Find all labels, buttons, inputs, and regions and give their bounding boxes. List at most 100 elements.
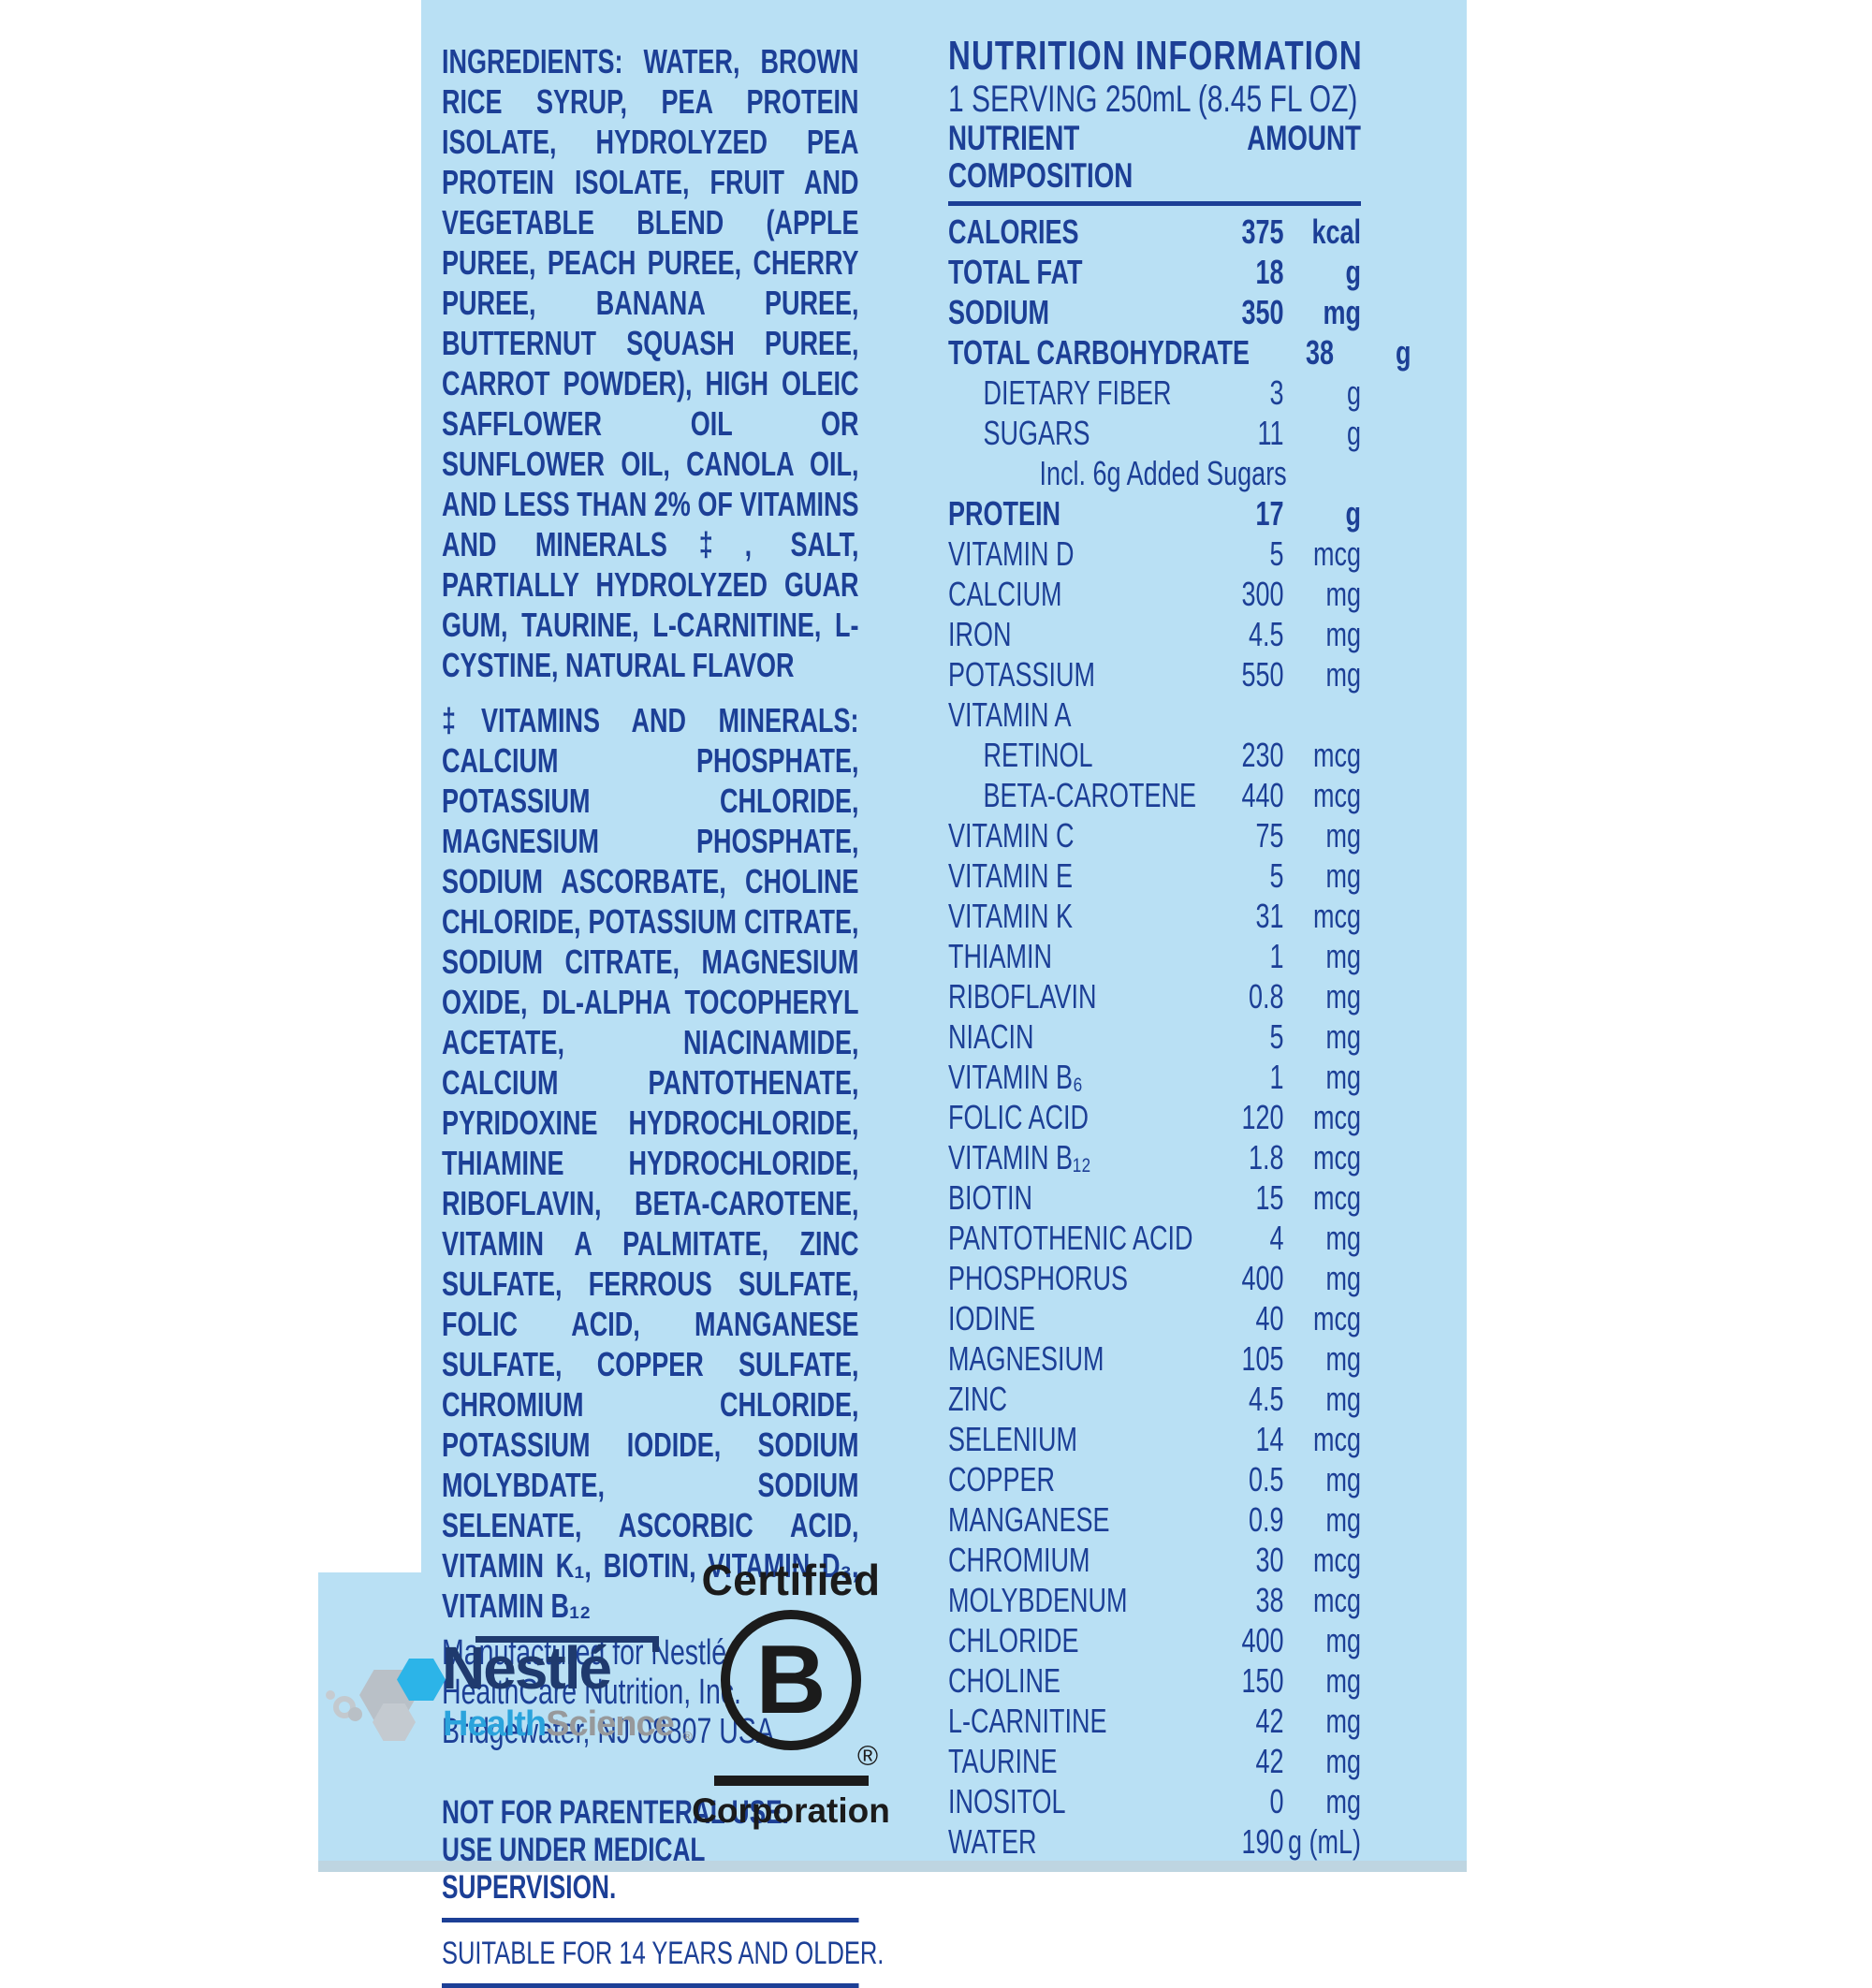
nutrient-unit: g: [1395, 333, 1411, 372]
nutrient-unit: mg: [1325, 1702, 1361, 1740]
bcorp-circle-icon: B: [721, 1610, 861, 1750]
nutrient-value: 400: [1241, 1621, 1284, 1659]
nutrient-value: 38: [1255, 1581, 1284, 1619]
divider: [442, 1918, 859, 1922]
nutrient-unit: mg: [1325, 1621, 1361, 1659]
nutrient-name: VITAMIN A: [948, 695, 1072, 734]
nutrient-name: INOSITOL: [948, 1782, 1066, 1820]
nutrient-row: CALCIUM 300 mg: [948, 574, 1361, 614]
nutrient-value: 440: [1241, 776, 1284, 814]
nutrient-value: 1: [1269, 937, 1284, 975]
nutrient-name: TOTAL CARBOHYDRATE: [948, 333, 1250, 372]
nutrient-unit: mg: [1325, 856, 1361, 895]
nutrient-value: 5: [1269, 856, 1284, 895]
registered-mark-icon: ®: [682, 1729, 692, 1744]
nutrient-row: TOTAL CARBOHYDRATE 38 g: [948, 332, 1411, 373]
nutrient-unit: mg: [1325, 977, 1361, 1016]
nutrient-unit: mcg: [1312, 534, 1361, 573]
nutrient-name: SUGARS: [983, 414, 1090, 452]
nutrient-value: 1: [1269, 1058, 1284, 1096]
nutrient-value: 350: [1241, 293, 1284, 331]
nutrient-name: SODIUM: [948, 293, 1049, 331]
science-text: Science: [546, 1704, 675, 1744]
divider: [442, 1983, 859, 1988]
nutrient-value: 31: [1255, 897, 1284, 935]
nutrient-name: NIACIN: [948, 1017, 1034, 1056]
nutrient-row: PHOSPHORUS 400 mg: [948, 1258, 1361, 1298]
nutrient-value: 190: [1241, 1822, 1284, 1861]
nutrient-row: THIAMIN 1 mg: [948, 936, 1361, 976]
nutrient-row: VITAMIN D 5 mcg: [948, 534, 1361, 574]
nutrient-name: IODINE: [948, 1299, 1036, 1338]
certified-text: Certified: [701, 1556, 881, 1604]
nutrient-row: RETINOL 230 mcg: [948, 735, 1362, 775]
nutrient-name: PROTEIN: [948, 494, 1061, 533]
nutrient-name: TOTAL FAT: [948, 253, 1083, 291]
nutrient-value: 30: [1255, 1541, 1284, 1579]
table-header: NUTRIENT COMPOSITION AMOUNT: [948, 120, 1361, 206]
nutrient-unit: mcg: [1312, 1420, 1361, 1458]
nutrient-name: BETA-CAROTENE: [983, 776, 1197, 814]
nutrient-name: RIBOFLAVIN: [948, 977, 1097, 1016]
nutrient-row: MOLYBDENUM 38 mcg: [948, 1580, 1361, 1620]
nutrient-value: 1.8: [1248, 1138, 1284, 1177]
nutrient-value: 400: [1241, 1259, 1284, 1297]
ingredients-text: INGREDIENTS: WATER, BROWN RICE SYRUP, PE…: [442, 42, 859, 684]
nutrient-value: 120: [1241, 1098, 1284, 1136]
registered-mark-icon: ®: [857, 1741, 879, 1772]
nutrient-name: PHOSPHORUS: [948, 1259, 1129, 1297]
nestle-overline-serif: [652, 1636, 659, 1652]
col-amount: AMOUNT: [1247, 119, 1361, 157]
bcorp-logo: Certified B ® Corporation: [655, 1557, 927, 1829]
nutrient-row: CALORIES 375 kcal: [948, 212, 1361, 252]
nutrient-unit: mcg: [1312, 897, 1361, 935]
nutrient-value: 300: [1241, 575, 1284, 613]
nutrient-value: 105: [1241, 1339, 1284, 1378]
nutrient-name: MOLYBDENUM: [948, 1581, 1128, 1619]
corporation-text: Corporation: [692, 1791, 890, 1830]
nutrient-value: 17: [1255, 494, 1284, 533]
nutrient-name: CHROMIUM: [948, 1541, 1090, 1579]
nutrient-unit: mg: [1325, 816, 1361, 855]
nutrient-unit: mg: [1325, 937, 1361, 975]
nutrient-name: RETINOL: [983, 736, 1093, 774]
nutrient-name: SELENIUM: [948, 1420, 1078, 1458]
nutrient-row: FOLIC ACID 120 mcg: [948, 1097, 1361, 1137]
suitability-text: SUITABLE FOR 14 YEARS AND OLDER.: [442, 1936, 885, 1971]
nutrient-unit: mcg: [1312, 736, 1361, 774]
col-nutrient-composition: NUTRIENT COMPOSITION: [948, 119, 1133, 195]
nutrient-row: VITAMIN B₆ 1 mg: [948, 1057, 1361, 1097]
warning-line: USE UNDER MEDICAL SUPERVISION.: [442, 1832, 706, 1906]
nutrient-name: WATER: [948, 1822, 1037, 1861]
nutrient-unit: mg: [1325, 655, 1361, 694]
nutrient-unit: mg: [1325, 615, 1361, 653]
nutrient-unit: mg: [1325, 1742, 1361, 1780]
nutrient-unit: mg: [1325, 1058, 1361, 1096]
nutrient-row: VITAMIN K 31 mcg: [948, 896, 1361, 936]
nutrient-unit: mcg: [1312, 1299, 1361, 1338]
nutrient-name: MANGANESE: [948, 1500, 1110, 1539]
nutrient-unit: mg: [1325, 1782, 1361, 1820]
nutrient-row: CHROMIUM 30 mcg: [948, 1540, 1361, 1580]
health-text: Health: [443, 1704, 547, 1744]
nutrient-name: VITAMIN K: [948, 897, 1074, 935]
nutrient-name: VITAMIN D: [948, 534, 1075, 573]
nutrient-unit: g: [1346, 373, 1361, 412]
nutrient-row: COPPER 0.5 mg: [948, 1459, 1361, 1499]
nutrient-row: SUGARS 11 g: [948, 413, 1362, 453]
nutrient-unit: mg: [1325, 1219, 1361, 1257]
nutrient-name: ZINC: [948, 1380, 1007, 1418]
nutrient-row: TOTAL FAT 18 g: [948, 252, 1361, 292]
nutrient-row: RIBOFLAVIN 0.8 mg: [948, 976, 1361, 1016]
nutrient-value: 42: [1255, 1702, 1284, 1740]
nutrient-value: 230: [1241, 736, 1284, 774]
nutrient-unit: [1371, 453, 1449, 493]
nutrient-name: BIOTIN: [948, 1178, 1033, 1217]
nutrient-value: [1287, 453, 1371, 493]
nutrient-unit: mg: [1325, 1017, 1361, 1056]
nutrient-row: NIACIN 5 mg: [948, 1016, 1361, 1057]
nutrient-unit: mcg: [1312, 1098, 1361, 1136]
nutrient-row: TAURINE 42 mg: [948, 1741, 1361, 1781]
nutrient-unit: mg: [1325, 1661, 1361, 1700]
nutrient-row: VITAMIN A: [948, 694, 1361, 735]
